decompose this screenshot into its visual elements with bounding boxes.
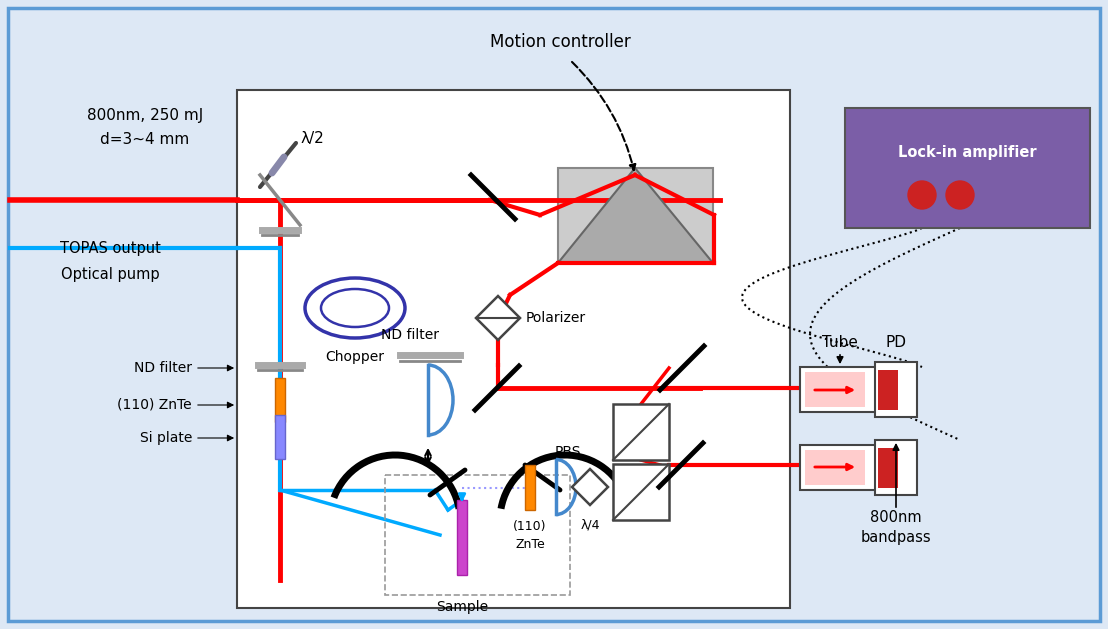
Bar xyxy=(525,465,535,510)
Text: Motion controller: Motion controller xyxy=(490,33,630,51)
Text: λ/4: λ/4 xyxy=(581,518,599,531)
Circle shape xyxy=(946,181,974,209)
Polygon shape xyxy=(558,168,714,263)
Bar xyxy=(275,378,285,422)
FancyBboxPatch shape xyxy=(878,370,897,410)
Text: ND filter: ND filter xyxy=(381,328,439,342)
FancyBboxPatch shape xyxy=(8,8,1100,621)
Bar xyxy=(275,415,285,459)
Text: Optical pump: Optical pump xyxy=(61,267,160,282)
Text: d=3~4 mm: d=3~4 mm xyxy=(101,132,189,147)
FancyBboxPatch shape xyxy=(800,445,890,490)
Text: Sample: Sample xyxy=(435,600,488,614)
Polygon shape xyxy=(572,469,608,505)
Text: 800nm: 800nm xyxy=(870,510,922,525)
Polygon shape xyxy=(476,296,520,340)
Text: Polarizer: Polarizer xyxy=(526,311,586,325)
FancyBboxPatch shape xyxy=(800,367,890,412)
Text: (110): (110) xyxy=(513,520,546,533)
FancyBboxPatch shape xyxy=(558,168,714,263)
FancyBboxPatch shape xyxy=(875,440,917,495)
Text: Lock-in amplifier: Lock-in amplifier xyxy=(897,145,1036,160)
Text: Chopper: Chopper xyxy=(326,350,384,364)
FancyBboxPatch shape xyxy=(806,372,865,407)
Text: bandpass: bandpass xyxy=(861,530,932,545)
Text: TOPAS output: TOPAS output xyxy=(60,240,161,255)
Text: PD: PD xyxy=(885,335,906,350)
Text: 800nm, 250 mJ: 800nm, 250 mJ xyxy=(86,108,203,123)
Text: (110) ZnTe: (110) ZnTe xyxy=(117,398,192,412)
Text: PBS: PBS xyxy=(554,445,581,459)
Text: Si plate: Si plate xyxy=(140,431,192,445)
Bar xyxy=(456,500,466,575)
Circle shape xyxy=(907,181,936,209)
FancyBboxPatch shape xyxy=(875,362,917,417)
Text: λ/2: λ/2 xyxy=(300,130,324,145)
Polygon shape xyxy=(613,404,669,460)
FancyBboxPatch shape xyxy=(845,108,1090,228)
FancyBboxPatch shape xyxy=(806,450,865,485)
Text: ZnTe: ZnTe xyxy=(515,538,545,551)
Polygon shape xyxy=(613,464,669,520)
FancyBboxPatch shape xyxy=(237,90,790,608)
Text: Tube: Tube xyxy=(822,335,858,350)
Text: ND filter: ND filter xyxy=(134,361,192,375)
FancyBboxPatch shape xyxy=(878,448,897,488)
